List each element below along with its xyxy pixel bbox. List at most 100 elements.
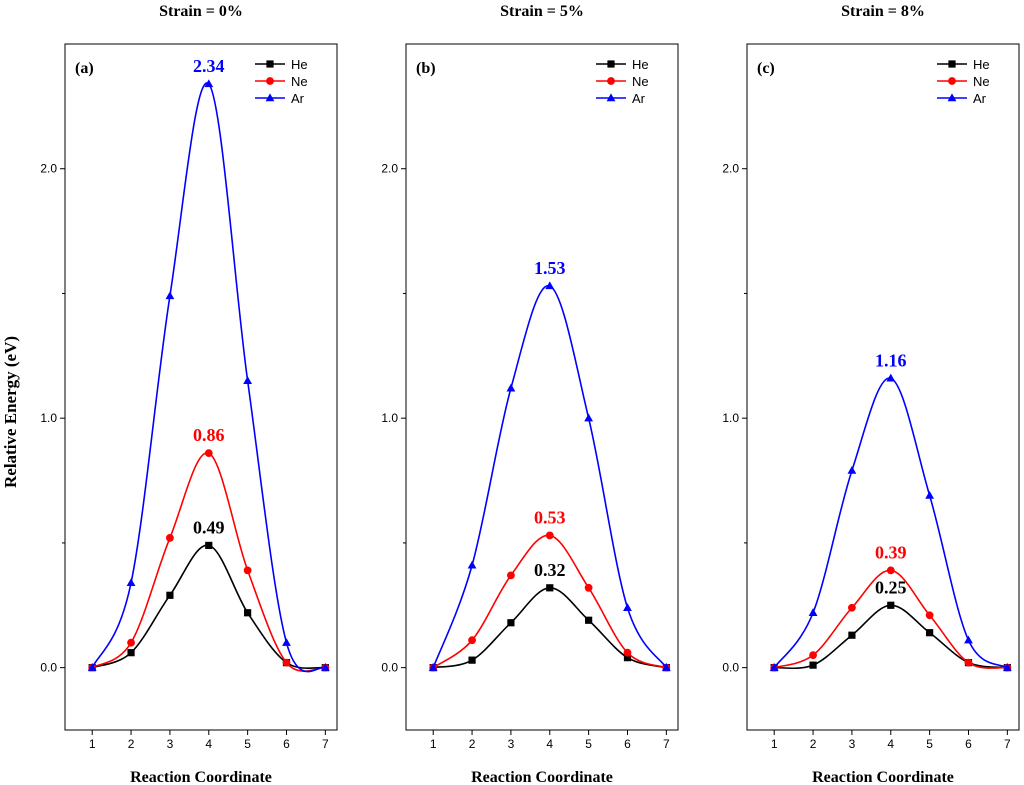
data-point-he — [205, 541, 213, 550]
plot-frame — [746, 43, 1020, 731]
legend-label: Ar — [291, 91, 305, 106]
data-point-he — [585, 616, 593, 624]
data-point-ar — [204, 79, 214, 88]
data-point-he — [507, 619, 515, 627]
data-point-ar — [623, 603, 632, 611]
plot-frame — [405, 43, 679, 731]
x-tick-label: 5 — [585, 737, 592, 751]
x-axis-label: Reaction Coordinate — [471, 769, 613, 785]
series-line-ar — [773, 377, 1008, 669]
data-point-ar — [661, 663, 671, 671]
peak-value-label: 0.39 — [875, 542, 907, 562]
data-point-ne — [127, 638, 135, 647]
panel-title: Strain = 8% — [841, 3, 925, 20]
data-point-he — [127, 649, 135, 657]
panels-group: Strain = 0% 0.0 1.0 2.0 1 2 3 4 5 6 7 Reaction Coor… — [40, 3, 1020, 785]
y-tick-label: 2.0 — [722, 162, 739, 176]
series-line-he — [774, 604, 1008, 670]
peak-value-label: 2.34 — [193, 56, 225, 76]
data-point-ar — [847, 465, 857, 474]
x-tick-label: 1 — [89, 737, 96, 751]
data-point-ne — [507, 571, 515, 580]
data-point-ne — [886, 566, 895, 575]
data-point-ar — [243, 376, 253, 384]
x-axis-label: Reaction Coordinate — [130, 769, 272, 785]
data-point-he — [809, 661, 817, 669]
x-tick-label: 6 — [965, 737, 972, 751]
panel-title: Strain = 5% — [500, 3, 584, 20]
y-tick-label: 1.0 — [722, 411, 739, 425]
data-point-ne — [964, 658, 973, 667]
data-point-he — [166, 591, 174, 599]
x-tick-label: 6 — [283, 737, 290, 751]
x-tick-label: 4 — [887, 737, 894, 751]
legend-marker — [606, 93, 616, 102]
data-point-ar — [925, 490, 935, 499]
chart-panel-c: Strain = 8% 0.0 1.0 2.0 1 2 3 4 5 6 7 Reaction Coor… — [722, 3, 1020, 785]
series-line-ar — [91, 82, 326, 673]
peak-value-label: 0.53 — [534, 507, 566, 527]
y-tick-label: 1.0 — [40, 411, 57, 425]
data-point-ar — [467, 560, 477, 569]
data-point-ne — [545, 531, 554, 540]
data-point-ar — [808, 608, 818, 616]
panel-label: (b) — [416, 60, 436, 77]
data-point-ne — [166, 534, 174, 542]
series-line-ne — [91, 452, 326, 672]
data-point-he — [546, 584, 554, 592]
legend-marker — [947, 93, 957, 102]
y-tick-label: 0.0 — [40, 661, 57, 675]
legend-marker — [948, 60, 956, 68]
data-point-ar — [506, 383, 516, 392]
series-line-ne — [432, 534, 667, 669]
x-axis-label: Reaction Coordinate — [812, 769, 954, 785]
x-tick-label: 3 — [849, 737, 856, 751]
data-point-ne — [809, 651, 817, 660]
data-point-he — [244, 609, 252, 617]
legend-marker — [265, 93, 275, 102]
x-tick-label: 7 — [322, 737, 329, 751]
data-point-ne — [204, 449, 213, 458]
x-tick-label: 3 — [508, 737, 515, 751]
x-tick-label: 7 — [1004, 737, 1011, 751]
y-axis-title: Relative Energy (eV) — [1, 336, 20, 488]
data-point-ar — [87, 663, 97, 671]
panel-title: Strain = 0% — [159, 3, 243, 20]
data-point-ar — [886, 373, 896, 382]
x-tick-label: 5 — [926, 737, 933, 751]
data-point-ne — [584, 583, 593, 592]
legend-label: Ne — [973, 74, 990, 89]
y-tick-label: 2.0 — [381, 162, 398, 176]
peak-value-label: 1.53 — [534, 258, 566, 278]
peak-value-label: 0.49 — [193, 517, 225, 537]
x-tick-label: 4 — [546, 737, 553, 751]
data-point-ar — [165, 291, 175, 300]
legend-label: He — [973, 57, 990, 72]
peak-value-label: 0.25 — [875, 577, 907, 597]
plot-frame — [64, 43, 338, 731]
x-tick-label: 5 — [244, 737, 251, 751]
data-point-ar — [964, 635, 973, 644]
data-point-ne — [282, 658, 291, 667]
data-point-ne — [925, 611, 934, 620]
data-point-ne — [623, 648, 632, 657]
y-tick-label: 1.0 — [381, 411, 398, 425]
legend-label: Ar — [973, 91, 987, 106]
legend-marker — [948, 77, 956, 85]
chart-panel-a: Strain = 0% 0.0 1.0 2.0 1 2 3 4 5 6 7 Reaction Coor… — [40, 3, 338, 785]
data-point-ar — [126, 578, 136, 587]
legend-marker — [607, 77, 615, 85]
peak-value-label: 0.86 — [193, 425, 225, 445]
legend-marker — [266, 77, 274, 85]
legend-label: He — [632, 57, 649, 72]
y-tick-label: 2.0 — [40, 162, 57, 176]
data-point-ar — [428, 663, 438, 671]
data-point-ne — [468, 636, 476, 645]
peak-value-label: 1.16 — [875, 350, 907, 370]
x-tick-label: 7 — [663, 737, 670, 751]
data-point-he — [926, 629, 934, 637]
legend-label: Ne — [632, 74, 649, 89]
data-point-ne — [848, 603, 856, 612]
data-point-ne — [243, 566, 252, 575]
